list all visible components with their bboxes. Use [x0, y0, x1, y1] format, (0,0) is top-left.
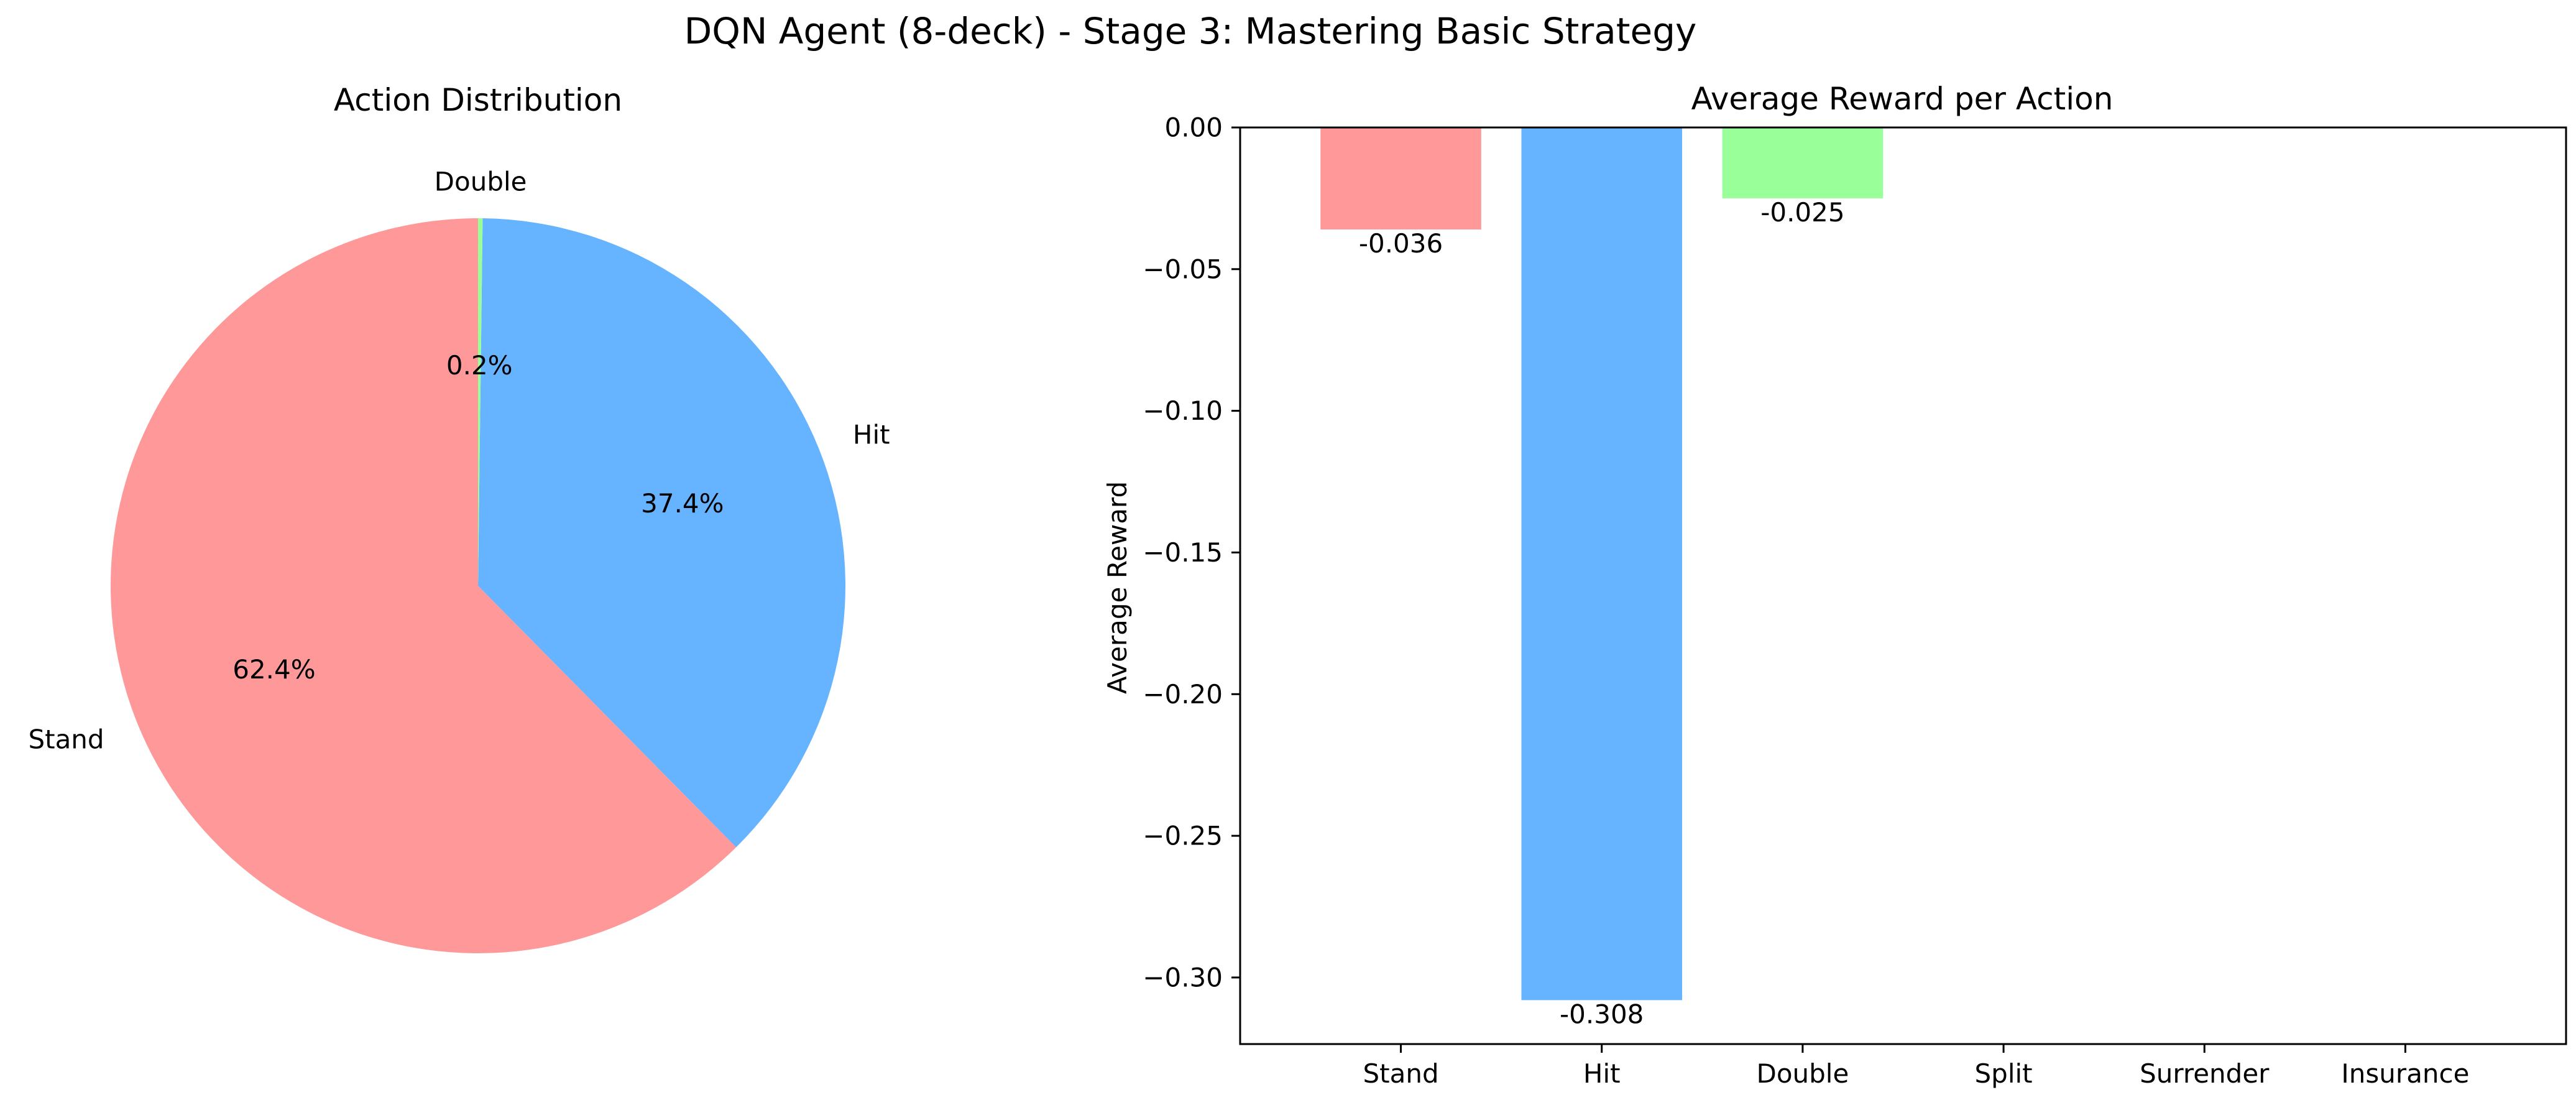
pie-pct-hit: 37.4% [641, 488, 724, 519]
bar-stand [1320, 127, 1481, 230]
pie-chart: Action Distribution Stand 62.4% Hit 37.4% Do… [28, 82, 890, 954]
bar-title: Average Reward per Action [1691, 81, 2114, 117]
y-tick-label: −0.25 [1143, 821, 1223, 851]
x-axis-ticks: Stand Hit Double Split Surrender Insurance [1363, 1044, 2469, 1089]
y-tick-label: −0.15 [1143, 537, 1223, 568]
y-tick-label: 0.00 [1164, 113, 1223, 143]
pie-slice-stand [110, 218, 737, 954]
bars [1320, 127, 1884, 1001]
pie-label-double: Double [435, 166, 527, 196]
x-tick-label-hit: Hit [1583, 1058, 1621, 1089]
pie-labels: Stand 62.4% Hit 37.4% Double 0.2% [28, 166, 890, 754]
x-tick-label-insurance: Insurance [2341, 1058, 2469, 1089]
bar-hit [1521, 127, 1682, 1001]
bar-chart: Average Reward per Action Average Reward… [1102, 81, 2567, 1089]
y-axis-ticks: 0.00 −0.05 −0.10 −0.15 −0.20 −0.25 −0.30 [1143, 113, 1240, 992]
pie-slices [110, 218, 845, 954]
x-tick-label-stand: Stand [1363, 1058, 1438, 1089]
x-tick-label-double: Double [1756, 1058, 1849, 1089]
pie-pct-double: 0.2% [446, 350, 513, 381]
x-tick-label-surrender: Surrender [2140, 1058, 2270, 1089]
pie-label-stand: Stand [28, 724, 104, 754]
plot-area-frame [1239, 126, 2567, 1045]
pie-pct-stand: 62.4% [232, 654, 315, 685]
pie-label-hit: Hit [853, 419, 890, 450]
bar-double [1722, 127, 1884, 198]
y-tick-label: −0.05 [1143, 254, 1223, 284]
bar-value-label-hit: -0.308 [1560, 999, 1644, 1030]
y-tick-label: −0.10 [1143, 395, 1223, 426]
bar-value-label-double: -0.025 [1760, 197, 1844, 228]
bar-value-labels: -0.036 -0.308 -0.025 [1359, 197, 1845, 1029]
y-axis-label: Average Reward [1102, 481, 1133, 694]
y-tick-label: −0.30 [1143, 962, 1223, 992]
pie-slice-hit [478, 218, 845, 848]
pie-slice-double [478, 218, 483, 586]
figure-title: DQN Agent (8-deck) - Stage 3: Mastering … [684, 10, 1697, 52]
pie-title: Action Distribution [334, 82, 622, 118]
y-tick-label: −0.20 [1143, 679, 1223, 710]
x-tick-label-split: Split [1975, 1058, 2033, 1089]
bar-value-label-stand: -0.036 [1359, 228, 1443, 259]
